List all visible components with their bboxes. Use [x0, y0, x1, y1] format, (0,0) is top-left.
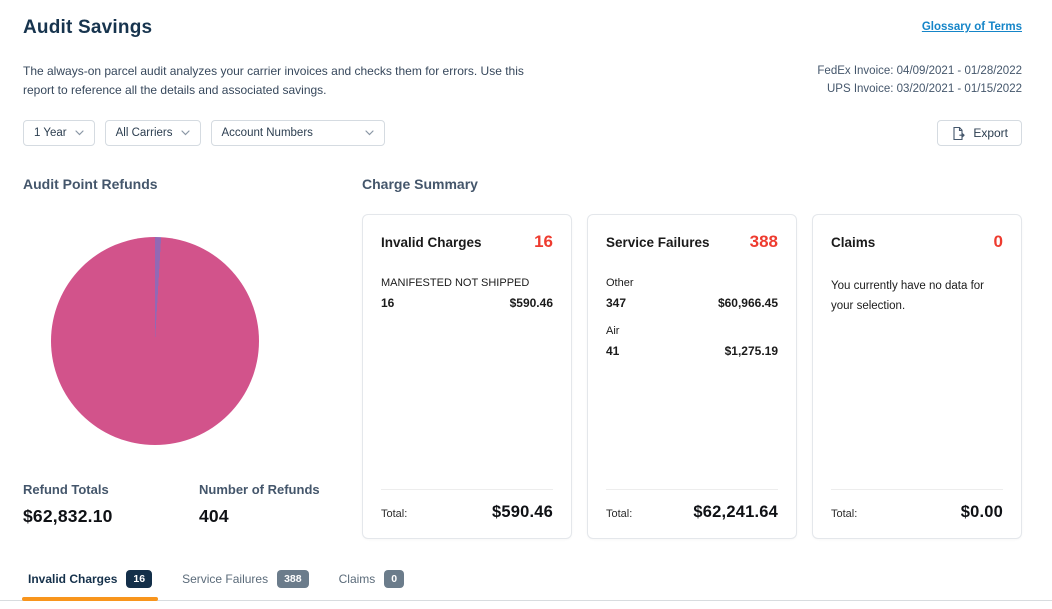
charge-row-values: 347 $60,966.45	[606, 296, 778, 310]
charge-row-amount: $1,275.19	[724, 344, 778, 359]
charge-row-values: 16 $590.46	[381, 296, 553, 310]
refund-totals-stat: Refund Totals $62,832.10	[23, 482, 199, 527]
refund-totals-value: $62,832.10	[23, 506, 113, 527]
chevron-down-icon	[75, 130, 84, 136]
card-title: Invalid Charges	[381, 234, 482, 250]
card-header: Service Failures 388	[606, 232, 778, 252]
card-rows: MANIFESTED NOT SHIPPED 16 $590.46	[381, 277, 553, 325]
page-description: The always-on parcel audit analyzes your…	[23, 62, 524, 99]
number-of-refunds-label: Number of Refunds	[199, 482, 320, 498]
total-label: Total:	[831, 508, 858, 521]
tab-label: Service Failures	[182, 572, 269, 587]
charge-row-amount: $590.46	[509, 296, 553, 311]
card-count: 0	[993, 232, 1003, 252]
card-title: Claims	[831, 234, 876, 250]
refund-stats: Refund Totals $62,832.10 Number of Refun…	[23, 482, 362, 527]
refunds-pie-chart	[51, 237, 259, 446]
tab-count-badge: 388	[277, 570, 309, 589]
export-button-label: Export	[973, 126, 1008, 141]
page-title: Audit Savings	[23, 17, 153, 38]
export-button[interactable]: Export	[937, 120, 1022, 147]
charge-row-label: Air	[606, 325, 620, 338]
audit-point-refunds-section: Audit Point Refunds Refund Totals $62,83…	[23, 176, 362, 539]
card-total: Total: $0.00	[831, 489, 1003, 522]
number-of-refunds-stat: Number of Refunds 404	[199, 482, 320, 527]
charge-row-count: 41	[606, 344, 620, 359]
charge-summary-section-title: Charge Summary	[362, 176, 478, 193]
charge-row-label: Other	[606, 277, 634, 290]
charge-row-count: 347	[606, 296, 627, 311]
tab-label: Claims	[338, 572, 376, 587]
carriers-dropdown-value: All Carriers	[115, 127, 173, 140]
tab-invalid-charges[interactable]: Invalid Charges 16	[22, 561, 159, 602]
account-numbers-dropdown-value: Account Numbers	[221, 127, 313, 140]
total-label: Total:	[606, 508, 633, 521]
fedex-invoice-range: FedEx Invoice: 04/09/2021 - 01/28/2022	[817, 65, 1022, 77]
page-description-line2: report to reference all the details and …	[23, 82, 327, 97]
chevron-down-icon	[180, 130, 190, 136]
ups-invoice-range: UPS Invoice: 03/20/2021 - 01/15/2022	[826, 83, 1022, 96]
card-title: Service Failures	[606, 234, 710, 250]
no-data-message: You currently have no data for your sele…	[831, 280, 985, 312]
tab-service-failures[interactable]: Service Failures 388	[176, 561, 315, 600]
chevron-down-icon	[364, 130, 374, 136]
claims-card: Claims 0 You currently have no data for …	[812, 214, 1022, 540]
bottom-tabs: Invalid Charges 16 Service Failures 388 …	[0, 561, 1052, 602]
refund-totals-label: Refund Totals	[23, 482, 109, 498]
card-count: 16	[534, 232, 553, 252]
card-count: 388	[749, 232, 778, 252]
account-numbers-dropdown[interactable]: Account Numbers	[210, 120, 385, 147]
filter-bar: 1 Year All Carriers Account Numbers Expo…	[0, 120, 1052, 147]
total-value: $590.46	[491, 503, 553, 522]
tab-count-badge: 0	[384, 570, 405, 589]
page-description-line1: The always-on parcel audit analyzes your…	[23, 64, 524, 78]
tab-label: Invalid Charges	[28, 572, 118, 587]
card-total: Total: $590.46	[381, 489, 553, 522]
total-value: $62,241.64	[693, 503, 778, 522]
card-header: Invalid Charges 16	[381, 232, 553, 252]
export-icon	[953, 126, 965, 140]
refunds-section-title: Audit Point Refunds	[23, 176, 158, 193]
total-label: Total:	[381, 508, 408, 521]
number-of-refunds-value: 404	[199, 506, 229, 527]
charge-row-values: 41 $1,275.19	[606, 344, 778, 358]
invoice-date-ranges: FedEx Invoice: 04/09/2021 - 01/28/2022 U…	[817, 62, 1022, 99]
card-total: Total: $62,241.64	[606, 489, 778, 522]
total-value: $0.00	[960, 503, 1003, 522]
charge-summary-cards: Invalid Charges 16 MANIFESTED NOT SHIPPE…	[362, 214, 1022, 540]
tab-count-badge: 16	[126, 570, 153, 589]
main-content: Audit Point Refunds Refund Totals $62,83…	[0, 176, 1052, 540]
period-dropdown[interactable]: 1 Year	[23, 120, 95, 147]
invalid-charges-card: Invalid Charges 16 MANIFESTED NOT SHIPPE…	[362, 214, 572, 540]
card-rows: Other 347 $60,966.45 Air 41 $1,275.19	[606, 277, 778, 373]
charge-row-amount: $60,966.45	[717, 296, 778, 311]
service-failures-card: Service Failures 388 Other 347 $60,966.4…	[587, 214, 797, 540]
subheader: The always-on parcel audit analyzes your…	[0, 62, 1052, 99]
page-header: Audit Savings Glossary of Terms	[0, 0, 1052, 39]
card-header: Claims 0	[831, 232, 1003, 252]
glossary-of-terms-link[interactable]: Glossary of Terms	[921, 21, 1022, 33]
period-dropdown-value: 1 Year	[34, 127, 67, 140]
charge-row-label: MANIFESTED NOT SHIPPED	[381, 277, 530, 290]
carriers-dropdown[interactable]: All Carriers	[104, 120, 201, 147]
tab-claims[interactable]: Claims 0	[333, 561, 411, 600]
charge-summary-section: Charge Summary Invalid Charges 16 MANIFE…	[362, 176, 1022, 540]
charge-row-count: 16	[381, 296, 395, 311]
